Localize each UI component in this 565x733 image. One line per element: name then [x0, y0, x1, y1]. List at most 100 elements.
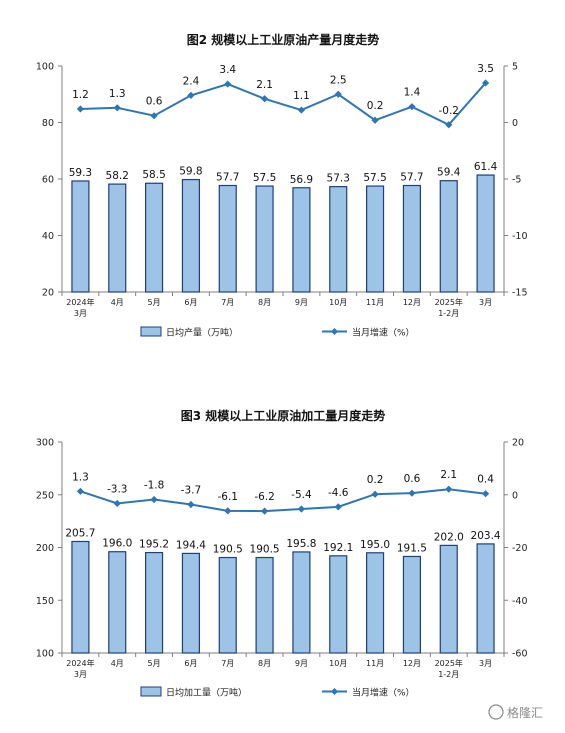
- left-tick-label: 80: [42, 118, 54, 129]
- legend-bar-label: 日均产量（万吨）: [166, 327, 238, 339]
- right-tick-label: 0: [512, 490, 518, 501]
- bar-value-label: 57.5: [363, 172, 386, 184]
- x-tick-label: 5月: [148, 659, 161, 668]
- growth-line: [80, 82, 487, 126]
- growth-value-label: 0.6: [404, 473, 421, 485]
- x-tick-label: 9月: [295, 659, 308, 668]
- bar: [218, 184, 237, 293]
- growth-value-label: -5.4: [291, 489, 312, 501]
- growth-point: [334, 503, 342, 511]
- x-tick-label: 3月: [479, 659, 492, 668]
- x-tick-label: 10月: [329, 659, 347, 668]
- bar: [181, 178, 200, 293]
- left-tick-label: 60: [42, 175, 54, 186]
- growth-point: [224, 80, 232, 88]
- growth-value-label: 3.5: [477, 63, 494, 75]
- x-tick-label: 2025年: [435, 658, 463, 668]
- x-tick-label: 1-2月: [438, 309, 459, 318]
- legend-line-label: 当月增速（%）: [352, 327, 415, 339]
- bar-value-label: 58.5: [142, 169, 165, 181]
- growth-value-label: -1.8: [144, 479, 165, 491]
- right-tick-label: -5: [512, 175, 521, 186]
- growth-point: [113, 104, 121, 112]
- bar-value-label: 57.7: [216, 171, 239, 183]
- growth-point: [371, 490, 379, 498]
- x-tick-label: 8月: [258, 659, 271, 668]
- watermark-text: 格隆汇: [507, 705, 543, 720]
- bar-value-label: 196.0: [102, 538, 132, 550]
- bar: [145, 551, 164, 654]
- crude-oil-output-chart: 图2 规模以上工业原油产量月度走势 100 80 60 40 20 5 0 -5 -10 -15 20…: [36, 32, 528, 339]
- growth-value-label: 2.4: [183, 75, 200, 87]
- chart-title: 图3 规模以上工业原油加工量月度走势: [181, 408, 386, 423]
- bar: [218, 556, 237, 654]
- bar: [71, 540, 90, 654]
- right-tick-label: -40: [512, 596, 528, 607]
- growth-value-label: 1.3: [72, 471, 89, 483]
- growth-value-label: 1.2: [72, 89, 89, 101]
- right-tick-label: -60: [512, 649, 528, 660]
- bar-value-label: 194.4: [176, 539, 206, 551]
- x-tick-label: 2025年: [435, 297, 463, 307]
- growth-point: [371, 116, 379, 124]
- growth-point: [113, 499, 121, 508]
- growth-value-label: -3.3: [107, 483, 128, 495]
- bar: [402, 555, 421, 654]
- legend-bar-swatch: [140, 326, 162, 337]
- x-tick-label: 3月: [74, 309, 87, 318]
- growth-point: [334, 90, 342, 98]
- bar: [329, 186, 348, 293]
- bar-value-label: 195.0: [360, 539, 390, 551]
- left-tick-label: 20: [42, 288, 54, 299]
- bar: [181, 552, 200, 654]
- growth-value-label: 0.2: [367, 100, 384, 112]
- bar: [329, 555, 348, 654]
- bar-value-label: 203.4: [471, 530, 501, 542]
- bar-value-label: 202.0: [434, 531, 464, 543]
- x-tick-label: 8月: [258, 298, 271, 307]
- growth-value-label: -0.2: [439, 105, 460, 117]
- growth-point: [297, 106, 306, 114]
- left-tick-label: 250: [36, 490, 54, 501]
- left-tick-label: 40: [42, 231, 54, 242]
- legend-line-label: 当月增速（%）: [352, 687, 415, 699]
- x-tick-label: 3月: [479, 298, 492, 307]
- growth-point: [408, 103, 416, 111]
- growth-value-label: -6.2: [254, 491, 275, 503]
- growth-point: [297, 505, 306, 513]
- growth-value-label: 1.1: [293, 90, 310, 102]
- bar-value-label: 59.8: [179, 166, 202, 178]
- growth-value-label: -4.6: [328, 487, 349, 499]
- growth-value-label: 2.1: [440, 469, 457, 481]
- bar: [476, 174, 495, 293]
- x-tick-label: 12月: [403, 298, 421, 307]
- bar-value-label: 57.7: [400, 171, 423, 183]
- growth-point: [76, 105, 85, 113]
- growth-value-label: -6.1: [218, 491, 239, 503]
- x-tick-label: 7月: [221, 659, 234, 668]
- growth-value-label: 3.4: [219, 64, 236, 76]
- bar: [402, 184, 421, 293]
- growth-point: [76, 487, 85, 495]
- right-tick-label: 20: [512, 438, 524, 449]
- x-tick-label: 11月: [366, 298, 384, 307]
- right-tick-label: -15: [512, 288, 528, 299]
- growth-value-label: 0.4: [477, 474, 494, 486]
- x-tick-label: 6月: [184, 298, 197, 307]
- growth-value-label: 1.4: [404, 87, 421, 99]
- bar-value-label: 56.9: [290, 174, 313, 186]
- growth-value-label: 0.6: [146, 96, 163, 108]
- x-tick-label: 9月: [295, 298, 308, 307]
- bar: [366, 185, 385, 293]
- bar: [108, 183, 127, 293]
- bar: [292, 187, 311, 293]
- left-tick-label: 100: [36, 62, 54, 73]
- x-tick-label: 4月: [111, 659, 124, 668]
- bar-value-label: 190.5: [213, 544, 243, 556]
- growth-point: [260, 507, 269, 515]
- watermark-logo-icon: [488, 704, 504, 720]
- crude-oil-processing-chart: 图3 规模以上工业原油加工量月度走势300250200150100200-20-…: [36, 408, 528, 699]
- growth-point: [481, 490, 490, 498]
- left-tick-label: 200: [36, 543, 54, 554]
